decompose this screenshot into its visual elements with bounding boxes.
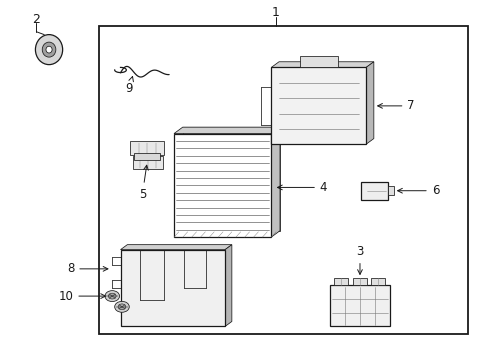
Ellipse shape [115,301,129,312]
Bar [299,56,337,67]
Bar [352,278,366,285]
Bar [120,249,224,327]
Polygon shape [224,245,231,327]
Ellipse shape [105,291,119,302]
Polygon shape [174,127,280,134]
Polygon shape [271,62,373,67]
Polygon shape [271,127,280,237]
Text: 6: 6 [397,184,438,197]
Bar [174,134,271,237]
Ellipse shape [118,304,125,310]
Bar [132,156,163,170]
Bar [387,186,393,195]
Text: 9: 9 [125,76,133,95]
Bar [271,67,366,144]
Text: 4: 4 [277,181,326,194]
Text: 2: 2 [32,13,40,27]
Text: 7: 7 [377,99,414,112]
Ellipse shape [35,35,62,64]
Ellipse shape [42,42,56,57]
Bar [371,278,384,285]
Polygon shape [183,127,280,231]
Text: 8: 8 [67,262,108,275]
Bar [361,182,387,200]
Text: 10: 10 [59,289,105,303]
Bar [334,278,347,285]
Bar [329,285,389,327]
Ellipse shape [46,46,52,53]
Ellipse shape [108,293,116,299]
Bar [134,153,159,160]
Bar [130,141,164,155]
Text: 1: 1 [272,6,280,19]
Text: 5: 5 [139,165,148,201]
Polygon shape [366,62,373,144]
Bar [99,26,467,334]
Text: 3: 3 [356,245,363,274]
Polygon shape [120,245,231,249]
